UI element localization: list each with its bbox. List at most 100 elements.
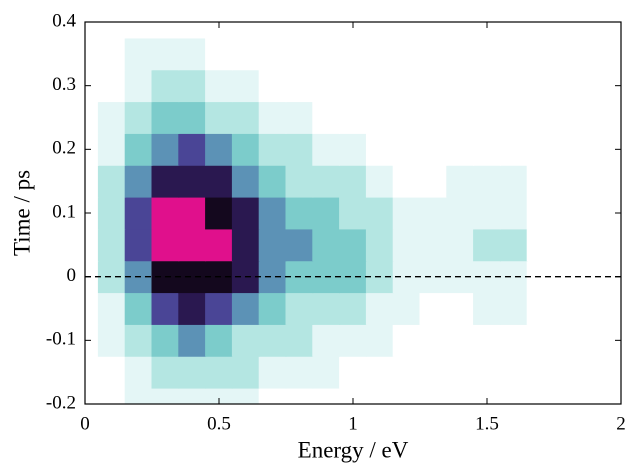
contour-cell — [419, 292, 448, 325]
contour-cell — [97, 22, 126, 39]
contour-cell — [151, 22, 180, 39]
contour-cell — [526, 132, 555, 166]
contour-cell — [419, 37, 448, 71]
contour-cell — [285, 101, 314, 134]
contour-cell — [312, 228, 341, 262]
contour-cell — [526, 355, 555, 389]
contour-cell — [85, 132, 99, 166]
contour-cell — [365, 355, 394, 389]
contour-cell — [499, 69, 528, 103]
contour-cell — [178, 132, 207, 166]
contour-cell — [312, 355, 341, 389]
contour-cell — [258, 132, 287, 166]
x-tick-label: 1.5 — [475, 413, 499, 434]
contour-cell — [285, 292, 314, 325]
contour-cell — [97, 101, 126, 134]
contour-cell — [312, 37, 341, 71]
contour-cell — [124, 355, 153, 389]
contour-cell — [473, 196, 501, 230]
contour-cell — [553, 196, 582, 230]
contour-cell — [151, 196, 180, 230]
contour-cell — [499, 323, 528, 357]
y-tick-label: -0.1 — [46, 329, 76, 350]
contour-cell — [124, 132, 153, 166]
contour-cell — [392, 101, 421, 134]
contour-cell — [553, 101, 582, 134]
contour-cell — [473, 323, 501, 357]
contour-cell — [97, 323, 126, 357]
y-tick-label: -0.2 — [46, 392, 76, 413]
contour-cell — [365, 292, 394, 325]
contour-cell — [446, 132, 475, 166]
contour-cell — [499, 355, 528, 389]
contour-cell — [339, 132, 367, 166]
contour-cell — [419, 132, 448, 166]
contour-cell — [339, 69, 367, 103]
contour-cell — [446, 355, 475, 389]
contour-cell — [473, 355, 501, 389]
contour-cell — [499, 292, 528, 325]
contour-cell — [205, 323, 233, 357]
contour-cell — [499, 37, 528, 71]
contour-cell — [526, 387, 555, 404]
contour-cell — [365, 69, 394, 103]
x-tick-label: 0.5 — [207, 413, 231, 434]
contour-cell — [499, 101, 528, 134]
contour-cell — [178, 260, 207, 294]
contour-cell — [231, 196, 260, 230]
contour-cell — [97, 387, 126, 404]
contour-cell — [178, 37, 207, 71]
contour-cell — [392, 292, 421, 325]
contour-cell — [205, 387, 233, 404]
contour-cell — [419, 22, 448, 39]
contour-cell — [231, 101, 260, 134]
contour-cell — [124, 37, 153, 71]
contour-cell — [365, 164, 394, 198]
contour-cell — [312, 323, 341, 357]
contour-cell — [473, 37, 501, 71]
contour-cell — [312, 22, 341, 39]
contour-cell — [392, 37, 421, 71]
contour-cell — [473, 292, 501, 325]
contour-cell — [312, 69, 341, 103]
contour-cell — [339, 22, 367, 39]
contour-cell — [285, 22, 314, 39]
contour-cell — [553, 164, 582, 198]
x-tick-label: 1 — [348, 413, 358, 434]
contour-cell — [85, 69, 99, 103]
contour-cell — [312, 196, 341, 230]
contour-cell — [312, 132, 341, 166]
contour-cell — [205, 196, 233, 230]
contour-cell — [97, 355, 126, 389]
contour-cell — [85, 387, 99, 404]
y-tick-label: 0 — [67, 265, 77, 286]
contour-cell — [392, 132, 421, 166]
contour-cell — [205, 292, 233, 325]
contour-cell — [446, 228, 475, 262]
contour-cell — [446, 164, 475, 198]
contour-cell — [419, 387, 448, 404]
contour-cell — [339, 101, 367, 134]
contour-cell — [339, 323, 367, 357]
y-axis-label: Time / ps — [9, 170, 34, 256]
contour-cell — [365, 101, 394, 134]
contour-cell — [339, 228, 367, 262]
contour-cell — [178, 355, 207, 389]
y-tick-label: 0.2 — [52, 138, 76, 159]
contour-cell — [97, 196, 126, 230]
contour-cell — [124, 69, 153, 103]
contour-cell — [446, 37, 475, 71]
contour-cell — [526, 323, 555, 357]
contour-cell — [124, 323, 153, 357]
contour-cell — [285, 69, 314, 103]
contour-cell — [205, 164, 233, 198]
contour-cell — [473, 69, 501, 103]
contour-cell — [151, 292, 180, 325]
contour-cell — [151, 132, 180, 166]
contour-cell — [178, 196, 207, 230]
contour-cell — [231, 355, 260, 389]
x-tick-label: 2 — [616, 413, 626, 434]
contour-cell — [258, 228, 287, 262]
contour-cell — [85, 164, 99, 198]
